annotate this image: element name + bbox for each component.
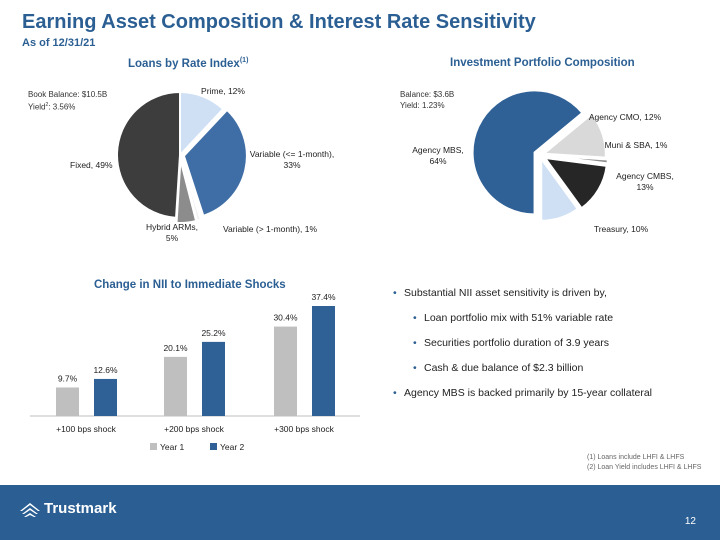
investment-pie-slice xyxy=(545,154,609,165)
investment-pie-slice-label: Treasury, 10% xyxy=(594,224,649,234)
loans-pie-slice-label: Variable (> 1-month), 1% xyxy=(223,224,318,234)
nii-legend-label: Year 1 xyxy=(160,442,185,452)
investment-pie-slice-label: Muni & SBA, 1% xyxy=(605,140,668,150)
loans-chart-note: Book Balance: $10.5B Yield2: 3.56% xyxy=(28,90,108,112)
nii-bar xyxy=(56,387,79,416)
loans-chart-title: Loans by Rate Index(1) xyxy=(128,57,249,70)
nii-category-label: +300 bps shock xyxy=(274,424,335,434)
investment-pie-slice xyxy=(471,89,584,216)
bullet-item: Substantial NII asset sensitivity is dri… xyxy=(393,287,703,299)
investment-pie-chart: Agency MBS, 64% Agency CMO, 12% Muni & SBA,… xyxy=(412,89,674,234)
nii-bar xyxy=(312,306,335,416)
bullet-list: Substantial NII asset sensitivity is dri… xyxy=(393,287,703,412)
trustmark-logo-icon xyxy=(20,503,40,517)
bullet-item: Agency MBS is backed primarily by 15-yea… xyxy=(393,387,703,399)
investment-pie-slice-label: Agency CMO, 12% xyxy=(589,112,662,122)
loans-pie-slice xyxy=(116,90,181,219)
loans-pie-chart: Prime, 12% Variable (<= 1-month), 33% Varia… xyxy=(70,86,334,243)
nii-legend-swatch xyxy=(150,443,157,450)
nii-legend-label: Year 2 xyxy=(220,442,245,452)
loans-pie-slice-label: Prime, 12% xyxy=(201,86,245,96)
bullet-subitem: Securities portfolio duration of 3.9 yea… xyxy=(393,337,703,349)
nii-bar xyxy=(202,341,225,416)
loans-pie-slice xyxy=(182,108,248,218)
page-subtitle: As of 12/31/21 xyxy=(22,37,96,49)
investment-chart-title: Investment Portfolio Composition xyxy=(450,57,635,69)
nii-bar-label: 9.7% xyxy=(58,373,78,383)
nii-bar-chart: 9.7% 12.6% +100 bps shock 20.1% 25.2% +200 bp… xyxy=(30,292,360,452)
nii-category-label: +200 bps shock xyxy=(164,424,225,434)
loans-pie-slice-label: Fixed, 49% xyxy=(70,160,113,170)
nii-chart-title: Change in NII to Immediate Shocks xyxy=(94,279,286,291)
investment-pie-slice-label: Agency MBS, 64% xyxy=(412,145,464,166)
nii-legend-swatch xyxy=(210,443,217,450)
loans-pie-slice-label: Variable (<= 1-month), 33% xyxy=(250,149,334,170)
bullet-subitem: Loan portfolio mix with 51% variable rat… xyxy=(393,312,703,324)
trustmark-logo: Trustmark xyxy=(18,492,148,526)
loans-pie-slice xyxy=(175,159,198,224)
footer-bar xyxy=(0,485,720,540)
nii-bar xyxy=(274,326,297,416)
loans-pie-slice-label: Hybrid ARMs, 5% xyxy=(146,222,198,243)
footnotes: (1) Loans include LHFI & LHFS (2) Loan Y… xyxy=(587,454,702,471)
investment-chart-note: Balance: $3.6B Yield: 1.23% xyxy=(400,90,455,110)
investment-pie-slice-label: Agency CMBS, 13% xyxy=(616,171,674,192)
brand-name: Trustmark xyxy=(44,500,117,517)
nii-category-label: +100 bps shock xyxy=(56,424,117,434)
investment-pie-slice xyxy=(540,155,580,222)
nii-bar xyxy=(164,356,187,416)
investment-pie-slice xyxy=(541,112,607,159)
nii-bar-label: 20.1% xyxy=(163,343,188,353)
page-title: Earning Asset Composition & Interest Rat… xyxy=(22,11,536,33)
bullet-subitem: Cash & due balance of $2.3 billion xyxy=(393,362,703,374)
investment-pie-slice xyxy=(542,156,608,210)
nii-bar-label: 12.6% xyxy=(93,365,118,375)
nii-bar xyxy=(94,378,117,416)
nii-bar-label: 37.4% xyxy=(311,292,336,302)
nii-bar-label: 30.4% xyxy=(273,313,298,323)
page-number: 12 xyxy=(684,516,696,527)
nii-bar-label: 25.2% xyxy=(201,328,226,338)
